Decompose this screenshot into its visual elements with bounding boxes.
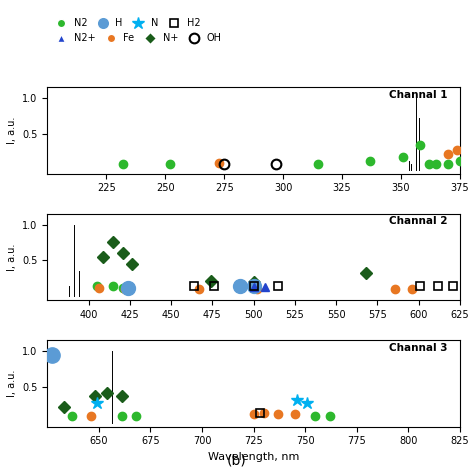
Text: Channal 1: Channal 1	[389, 90, 447, 100]
Text: Channal 2: Channal 2	[389, 216, 447, 226]
Text: Channal 3: Channal 3	[389, 343, 447, 353]
X-axis label: Wavelength, nm: Wavelength, nm	[208, 452, 299, 462]
Y-axis label: I, a.u.: I, a.u.	[7, 117, 17, 144]
Text: (b): (b)	[227, 454, 247, 467]
Legend: N2+, Fe, N+, OH: N2+, Fe, N+, OH	[47, 29, 225, 47]
Y-axis label: I, a.u.: I, a.u.	[7, 243, 17, 271]
Y-axis label: I, a.u.: I, a.u.	[7, 370, 17, 397]
